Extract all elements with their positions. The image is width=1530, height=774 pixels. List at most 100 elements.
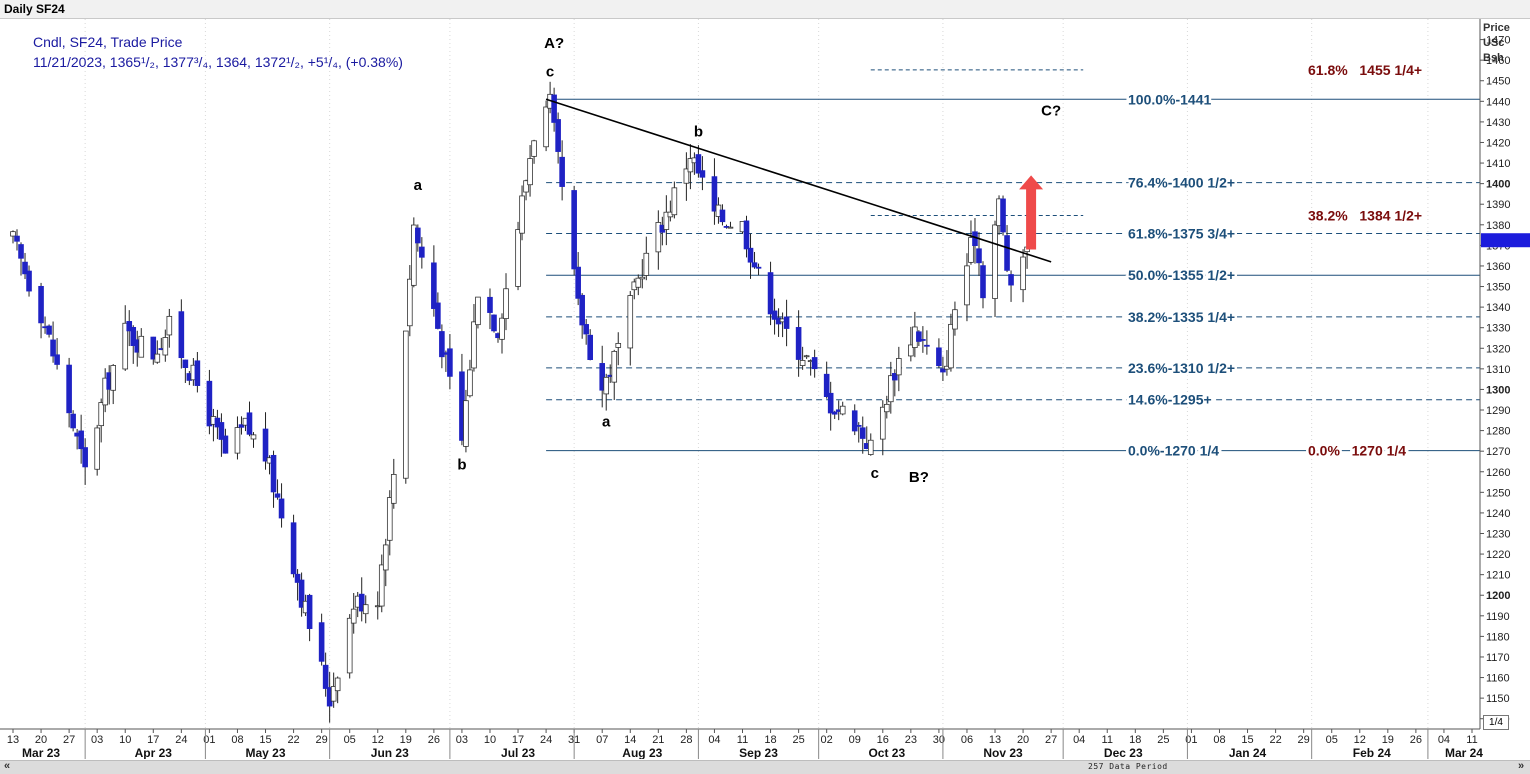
candle[interactable] xyxy=(138,328,145,358)
candle[interactable] xyxy=(362,595,369,624)
candle[interactable] xyxy=(1020,249,1026,303)
candle[interactable] xyxy=(14,229,20,251)
candle[interactable] xyxy=(178,299,185,369)
candle[interactable] xyxy=(98,398,104,443)
candle[interactable] xyxy=(615,332,622,366)
candle[interactable] xyxy=(54,338,60,370)
candle[interactable] xyxy=(378,554,385,613)
candle[interactable] xyxy=(671,181,678,219)
candle[interactable] xyxy=(390,458,397,509)
candle[interactable] xyxy=(531,139,537,164)
candle[interactable] xyxy=(611,349,618,400)
candle[interactable] xyxy=(519,185,525,241)
candle[interactable] xyxy=(892,369,898,397)
candle[interactable] xyxy=(952,301,958,336)
candle[interactable] xyxy=(294,569,301,601)
candle[interactable] xyxy=(663,195,670,246)
candle[interactable] xyxy=(110,364,117,405)
candle[interactable] xyxy=(687,144,694,190)
candle[interactable] xyxy=(50,321,56,363)
candle[interactable] xyxy=(980,261,986,309)
candle[interactable] xyxy=(162,329,169,362)
candle[interactable] xyxy=(855,422,862,443)
candle[interactable] xyxy=(883,395,890,419)
candle[interactable] xyxy=(803,354,810,359)
candle[interactable] xyxy=(920,326,926,353)
candle[interactable] xyxy=(655,210,662,270)
candle[interactable] xyxy=(419,237,425,269)
candle[interactable] xyxy=(867,433,874,456)
candle[interactable] xyxy=(1004,225,1010,273)
candle[interactable] xyxy=(743,215,750,258)
candle[interactable] xyxy=(799,346,806,370)
candle[interactable] xyxy=(940,356,946,381)
candle[interactable] xyxy=(543,100,549,152)
zoom-level[interactable]: 1/4 xyxy=(1483,715,1509,730)
candle[interactable] xyxy=(795,310,802,377)
candle[interactable] xyxy=(924,330,930,355)
candle[interactable] xyxy=(827,381,834,431)
candle[interactable] xyxy=(948,313,954,372)
candle[interactable] xyxy=(262,412,269,470)
candles[interactable] xyxy=(10,81,1030,723)
candle[interactable] xyxy=(683,152,690,201)
candle[interactable] xyxy=(166,308,173,348)
candle[interactable] xyxy=(270,450,277,508)
candle[interactable] xyxy=(587,329,593,361)
candle[interactable] xyxy=(771,298,778,335)
candle[interactable] xyxy=(439,324,445,369)
candle[interactable] xyxy=(888,361,894,414)
candle[interactable] xyxy=(435,292,441,330)
candle[interactable] xyxy=(358,577,365,622)
candle[interactable] xyxy=(403,330,409,484)
candle[interactable] xyxy=(150,336,157,365)
candle[interactable] xyxy=(823,361,830,399)
candle[interactable] xyxy=(551,87,557,132)
candle[interactable] xyxy=(727,221,734,229)
candle[interactable] xyxy=(575,252,581,306)
candle[interactable] xyxy=(278,483,285,528)
candle[interactable] xyxy=(274,479,281,500)
candle[interactable] xyxy=(811,349,818,378)
candle[interactable] xyxy=(527,145,533,197)
candle[interactable] xyxy=(831,410,838,419)
candle[interactable] xyxy=(290,514,297,578)
candle[interactable] xyxy=(182,359,189,383)
candle[interactable] xyxy=(246,401,253,437)
candle[interactable] xyxy=(330,672,337,708)
candle[interactable] xyxy=(1000,195,1006,236)
candle[interactable] xyxy=(499,313,505,354)
candle[interactable] xyxy=(639,259,646,289)
candle[interactable] xyxy=(94,424,100,476)
candle[interactable] xyxy=(206,369,213,435)
scroll-right-button[interactable]: » xyxy=(1518,760,1525,772)
candle[interactable] xyxy=(491,314,497,333)
candle[interactable] xyxy=(747,233,754,279)
candle[interactable] xyxy=(122,305,129,371)
candle[interactable] xyxy=(463,389,469,453)
candle[interactable] xyxy=(859,416,866,454)
candle[interactable] xyxy=(154,340,161,364)
candle[interactable] xyxy=(38,282,44,339)
candle[interactable] xyxy=(879,400,886,456)
candle[interactable] xyxy=(102,368,108,413)
candle[interactable] xyxy=(130,325,137,364)
candle[interactable] xyxy=(699,156,706,191)
candle[interactable] xyxy=(46,324,52,338)
candle[interactable] xyxy=(431,245,437,317)
candle[interactable] xyxy=(222,428,229,454)
candle[interactable] xyxy=(386,490,393,556)
candle[interactable] xyxy=(298,572,305,617)
candle[interactable] xyxy=(908,326,914,362)
candle[interactable] xyxy=(1008,270,1014,302)
candle[interactable] xyxy=(503,273,509,331)
candle[interactable] xyxy=(411,217,417,288)
candle[interactable] xyxy=(851,404,858,436)
candle[interactable] xyxy=(26,265,32,297)
candle[interactable] xyxy=(627,291,634,366)
candle[interactable] xyxy=(783,299,790,347)
candle[interactable] xyxy=(475,296,481,329)
candle[interactable] xyxy=(238,416,245,435)
candle[interactable] xyxy=(755,263,762,276)
candle[interactable] xyxy=(382,538,389,587)
